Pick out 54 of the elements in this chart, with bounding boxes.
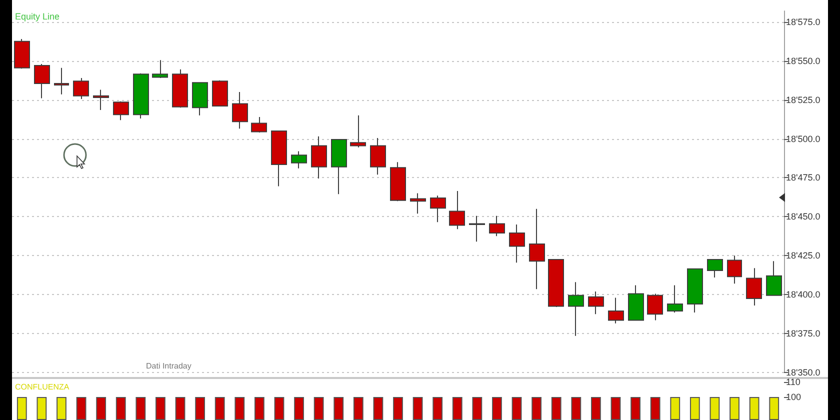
candlestick [390, 162, 406, 202]
candlestick [449, 190, 465, 230]
y-tick-label: 18'550.0 [786, 56, 820, 66]
candlestick [727, 255, 742, 284]
candlestick [73, 78, 89, 100]
candlestick [14, 38, 30, 70]
y-tick-label: 18'500.0 [786, 134, 820, 144]
candlestick [766, 260, 782, 296]
candlestick [54, 67, 69, 95]
candlestick [489, 215, 505, 237]
candlestick [509, 224, 525, 264]
candlestick [232, 92, 248, 130]
candlestick [172, 68, 188, 108]
chart-title: Equity Line [15, 12, 60, 22]
candlestick [529, 208, 545, 290]
y-tick-label: 110 [786, 377, 800, 387]
candlestick [707, 259, 723, 278]
candlestick [311, 136, 327, 180]
y-tick-label: 18'475.0 [786, 172, 820, 183]
candlestick [350, 114, 366, 148]
candlestick [93, 89, 109, 110]
candlestick [271, 130, 287, 187]
y-tick-label: 100 [786, 392, 802, 402]
candlestick [746, 268, 762, 306]
candlestick [331, 139, 347, 195]
candlestick [113, 100, 129, 121]
candlestick [608, 297, 624, 324]
candlestick [251, 116, 267, 134]
candlestick [667, 284, 683, 314]
candlestick [370, 137, 386, 176]
candlestick [469, 215, 485, 242]
candlestick [34, 63, 50, 99]
candlestick [152, 60, 168, 78]
y-tick-label: 18'375.0 [786, 328, 820, 339]
chart-title: CONFLUENZA [15, 382, 70, 392]
candlestick [212, 80, 228, 107]
candlestick [430, 195, 446, 223]
candlestick [588, 290, 604, 315]
candlestick [192, 82, 208, 116]
y-tick-label: 18'400.0 [786, 290, 820, 300]
candlestick [628, 284, 644, 321]
y-tick-label: 18'425.0 [786, 250, 820, 261]
candlestick [410, 192, 426, 214]
y-tick-label: 18'350.0 [786, 368, 820, 378]
y-tick-label: 18'575.0 [786, 16, 820, 27]
candlestick [548, 259, 564, 308]
candlestick [647, 293, 663, 321]
y-tick-label: 18'525.0 [786, 94, 820, 105]
candlestick [687, 268, 703, 314]
annotation: Dati Intraday [146, 362, 192, 370]
candlestick [291, 150, 307, 169]
candlestick [568, 282, 584, 336]
candlestick [133, 72, 149, 120]
y-tick-label: 18'450.0 [786, 212, 820, 222]
